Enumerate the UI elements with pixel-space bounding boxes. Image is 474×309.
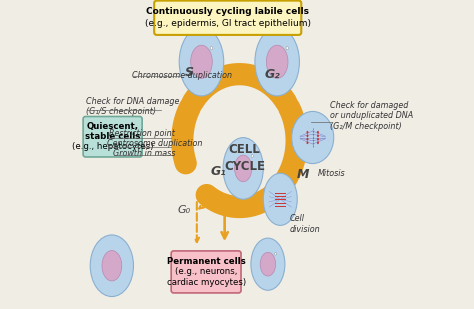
Ellipse shape <box>251 238 285 290</box>
Text: S: S <box>184 66 193 79</box>
Ellipse shape <box>266 45 288 78</box>
FancyBboxPatch shape <box>83 116 142 157</box>
Text: Continuously cycling labile cells: Continuously cycling labile cells <box>146 7 309 16</box>
Text: (e.g., neurons,: (e.g., neurons, <box>175 267 237 277</box>
Ellipse shape <box>275 252 276 255</box>
Ellipse shape <box>263 173 297 225</box>
Ellipse shape <box>317 141 319 144</box>
Text: G₁: G₁ <box>210 165 226 178</box>
Ellipse shape <box>286 46 288 50</box>
Text: (e.g., hepatocytes): (e.g., hepatocytes) <box>72 142 154 151</box>
Text: Centrosome duplication: Centrosome duplication <box>107 139 203 148</box>
Ellipse shape <box>307 138 309 141</box>
Ellipse shape <box>102 251 122 281</box>
Text: Growth in mass: Growth in mass <box>113 149 176 158</box>
Ellipse shape <box>317 134 319 137</box>
Ellipse shape <box>307 134 309 137</box>
Text: Mitosis: Mitosis <box>318 168 346 178</box>
Ellipse shape <box>210 46 212 50</box>
Text: Quiescent,: Quiescent, <box>87 122 139 131</box>
Text: Chromosome duplication: Chromosome duplication <box>132 71 232 80</box>
FancyBboxPatch shape <box>154 1 301 35</box>
Text: (e.g., epidermis, GI tract epithelium): (e.g., epidermis, GI tract epithelium) <box>145 19 311 28</box>
Ellipse shape <box>223 138 263 199</box>
Ellipse shape <box>191 45 212 78</box>
Text: CELL
CYCLE: CELL CYCLE <box>224 142 265 173</box>
Text: Check for damaged
or unduplicated DNA
(G₂/M checkpoint): Check for damaged or unduplicated DNA (G… <box>330 101 413 131</box>
Ellipse shape <box>260 252 275 276</box>
Text: Cell
division: Cell division <box>290 214 320 234</box>
Ellipse shape <box>251 154 253 158</box>
Text: Check for DNA damage
(G₁/S checkpoint): Check for DNA damage (G₁/S checkpoint) <box>86 97 179 116</box>
Ellipse shape <box>307 131 309 134</box>
Ellipse shape <box>90 235 134 297</box>
Ellipse shape <box>317 138 319 141</box>
Text: stable cells: stable cells <box>85 132 140 141</box>
FancyBboxPatch shape <box>171 251 241 293</box>
Text: G₂: G₂ <box>264 68 281 81</box>
Ellipse shape <box>255 28 300 96</box>
Ellipse shape <box>235 155 252 182</box>
Ellipse shape <box>317 131 319 134</box>
Ellipse shape <box>179 28 224 96</box>
Text: Permanent cells: Permanent cells <box>167 257 246 266</box>
Text: cardiac myocytes): cardiac myocytes) <box>166 278 246 287</box>
Text: Restriction point: Restriction point <box>109 129 174 138</box>
Ellipse shape <box>292 112 334 163</box>
Ellipse shape <box>307 141 309 144</box>
Text: M: M <box>297 168 310 181</box>
Text: G₀: G₀ <box>178 205 191 215</box>
